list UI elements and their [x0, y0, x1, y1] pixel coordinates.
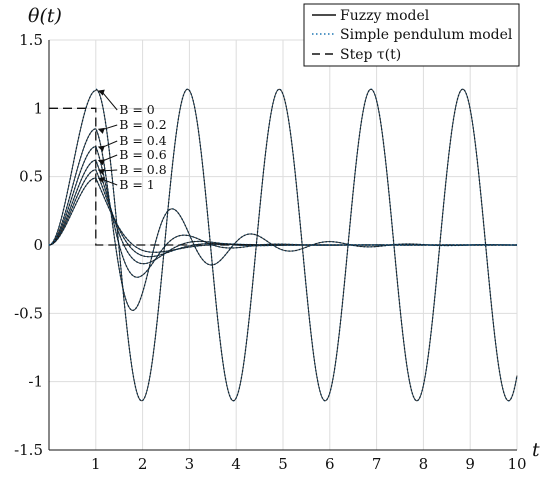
ticks: 1 2 3 4 5 6 7 8 9 10 1.5 1 0.5 0 -0.5 -1 -1.5	[14, 31, 526, 473]
y-axis-label: θ(t)	[28, 5, 62, 27]
damping-arrowhead-4	[97, 168, 105, 175]
x-tick-label: 7	[372, 455, 382, 473]
x-tick-label: 10	[507, 455, 526, 473]
legend: Fuzzy model Simple pendulum model Step τ…	[303, 3, 520, 67]
damping-arrowhead-3	[97, 159, 105, 166]
damping-arrow-4	[101, 169, 118, 172]
x-tick-label: 5	[278, 455, 288, 473]
y-tick-label: 0.5	[19, 168, 43, 186]
damping-label-0: B = 0	[119, 102, 155, 117]
y-tick-label: -1.5	[14, 441, 43, 459]
y-tick-label: 0	[33, 236, 43, 254]
fuzzy-curve-0	[48, 88, 518, 402]
x-tick-label: 1	[91, 455, 101, 473]
damping-label-4: B = 0.8	[119, 162, 167, 177]
damping-label-1: B = 0.2	[119, 117, 167, 132]
y-tick-label: -0.5	[14, 304, 43, 322]
damping-label-2: B = 0.4	[119, 133, 167, 148]
damping-arrowhead-2	[97, 145, 105, 152]
x-tick-label: 3	[185, 455, 195, 473]
legend-label-step: Step τ(t)	[340, 47, 401, 63]
legend-box	[303, 3, 520, 67]
y-tick-label: -1	[28, 373, 43, 391]
curves	[48, 88, 518, 402]
fuzzy-curve-5	[48, 177, 517, 253]
y-tick-label: 1	[33, 99, 43, 117]
damping-arrowhead-5	[97, 177, 105, 184]
x-tick-label: 8	[419, 455, 429, 473]
y-tick-label: 1.5	[19, 31, 43, 49]
damping-arrowhead-0	[97, 89, 105, 96]
x-tick-label: 9	[465, 455, 475, 473]
x-tick-label: 2	[138, 455, 148, 473]
damping-labels: B = 0B = 0.2B = 0.4B = 0.6B = 0.8B = 1	[97, 89, 167, 192]
damping-arrowhead-1	[97, 127, 105, 134]
legend-label-fuzzy: Fuzzy model	[340, 8, 430, 24]
damping-label-5: B = 1	[119, 177, 155, 192]
damping-arrow-0	[101, 91, 118, 111]
damping-arrow-5	[101, 178, 118, 186]
damping-label-3: B = 0.6	[119, 147, 167, 162]
x-tick-label: 6	[325, 455, 335, 473]
x-tick-label: 4	[231, 455, 241, 473]
x-axis-label: t	[532, 439, 540, 461]
legend-label-pendulum: Simple pendulum model	[340, 27, 513, 43]
